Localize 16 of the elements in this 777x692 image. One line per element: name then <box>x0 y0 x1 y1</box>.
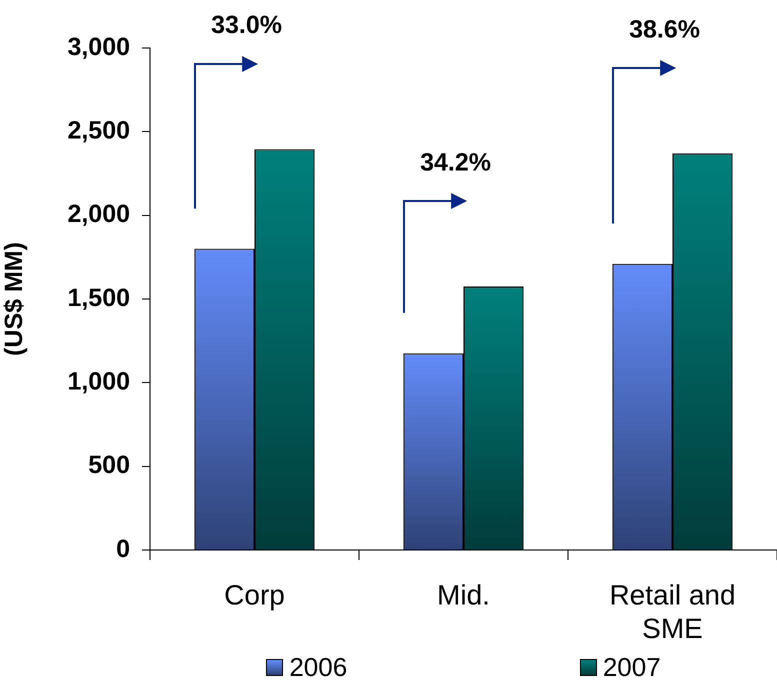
y-axis-title: (US$ MM) <box>0 242 28 356</box>
y-tick-label: 500 <box>88 451 130 480</box>
y-tick-label: 0 <box>116 534 130 563</box>
y-tick-label: 1,500 <box>67 284 130 312</box>
y-tick-label: 3,000 <box>67 32 130 61</box>
legend-label: 2006 <box>289 652 348 682</box>
annotation: 34.2% <box>420 148 491 176</box>
y-tick-label: 1,000 <box>67 368 130 396</box>
x-tick-label: Mid. <box>437 580 490 611</box>
legend-label: 2007 <box>602 652 661 682</box>
text: 38.6% <box>629 15 700 44</box>
x-tick-label: Retail and SME <box>609 580 736 644</box>
y-tick-label: 2,000 <box>67 200 130 228</box>
x-tick-label: Corp <box>224 580 285 611</box>
text: 33.0% <box>211 11 282 40</box>
y-tick-label: 2,500 <box>67 116 130 145</box>
